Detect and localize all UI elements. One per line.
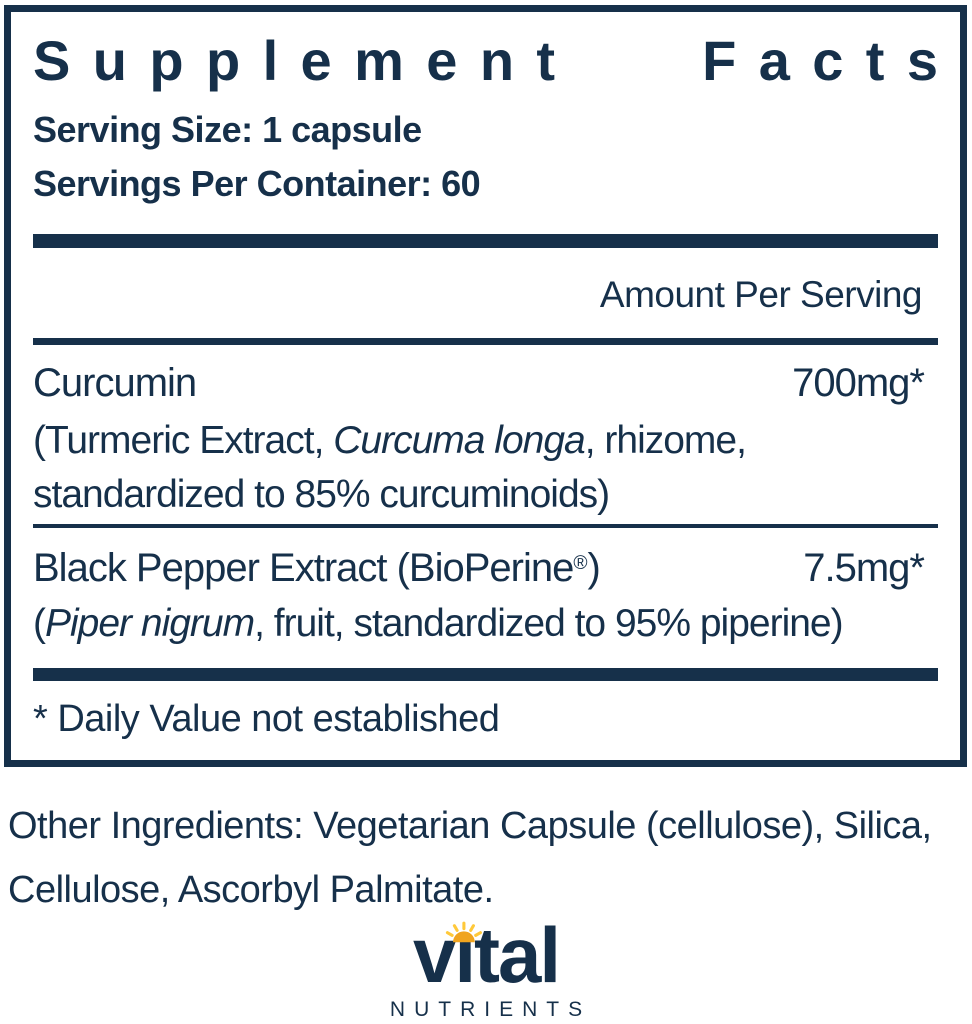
registered-trademark-symbol: ® [573, 553, 588, 575]
logo-letter-i: ı [446, 916, 483, 994]
serving-size-line: Serving Size: 1 capsule [33, 108, 422, 150]
detail-text: ( [33, 602, 46, 646]
logo-wordmark: v ıtal [390, 916, 582, 994]
nutrient-row-curcumin: Curcumin 700mg* [33, 359, 938, 407]
thin-divider [33, 524, 938, 529]
nutrient-amount: 700mg* [792, 361, 925, 406]
daily-value-footnote: * Daily Value not established [33, 697, 500, 740]
other-ingredients: Other Ingredients: Vegetarian Capsule (c… [8, 795, 968, 923]
nutrient-name-text: Black Pepper Extract (BioPerine [33, 546, 574, 591]
thick-divider-top [33, 233, 938, 248]
detail-text: , fruit, standardized to 95% piperine) [254, 602, 844, 646]
title-word-supplement: Supplement [33, 29, 578, 92]
nutrient-amount: 7.5mg* [803, 546, 925, 591]
detail-text: (Turmeric Extract, [33, 419, 334, 463]
other-ingredients-line1: Other Ingredients: Vegetarian Capsule (c… [8, 805, 932, 847]
black-pepper-detail-line: (Piper nigrum, fruit, standardized to 95… [33, 600, 938, 648]
title-word-facts: Facts [702, 29, 961, 92]
servings-per-container-line: Servings Per Container: 60 [33, 163, 481, 205]
logo-subtext: NUTRIENTS [389, 998, 592, 1021]
medium-divider [33, 338, 938, 346]
nutrient-name: Black Pepper Extract (BioPerine®) [33, 544, 601, 592]
detail-text: , rhizome, [584, 419, 747, 463]
nutrient-row-black-pepper: Black Pepper Extract (BioPerine®) 7.5mg* [33, 544, 938, 592]
amount-per-serving-header: Amount Per Serving [599, 273, 923, 315]
panel-title: Supplement Facts [33, 29, 938, 93]
vital-nutrients-logo: v ıtal NUTRIENTS [390, 916, 582, 1020]
logo-letter-v: v [412, 911, 456, 999]
logo-letter-i-glyph: ı [454, 911, 476, 999]
nutrient-name: Curcumin [33, 361, 197, 406]
thick-divider-bottom [33, 667, 938, 681]
botanical-name: Piper nigrum [45, 602, 255, 646]
botanical-name: Curcuma longa [333, 419, 585, 463]
other-ingredients-line2: Cellulose, Ascorbyl Palmitate. [8, 868, 494, 911]
curcumin-detail-line1: (Turmeric Extract, Curcuma longa, rhizom… [33, 417, 938, 465]
nutrient-name-close: ) [587, 546, 601, 591]
logo-letters-tal: tal [474, 911, 561, 999]
supplement-facts-panel: Supplement Facts Serving Size: 1 capsule… [4, 5, 967, 767]
curcumin-detail-line2: standardized to 85% curcuminoids) [33, 472, 610, 516]
